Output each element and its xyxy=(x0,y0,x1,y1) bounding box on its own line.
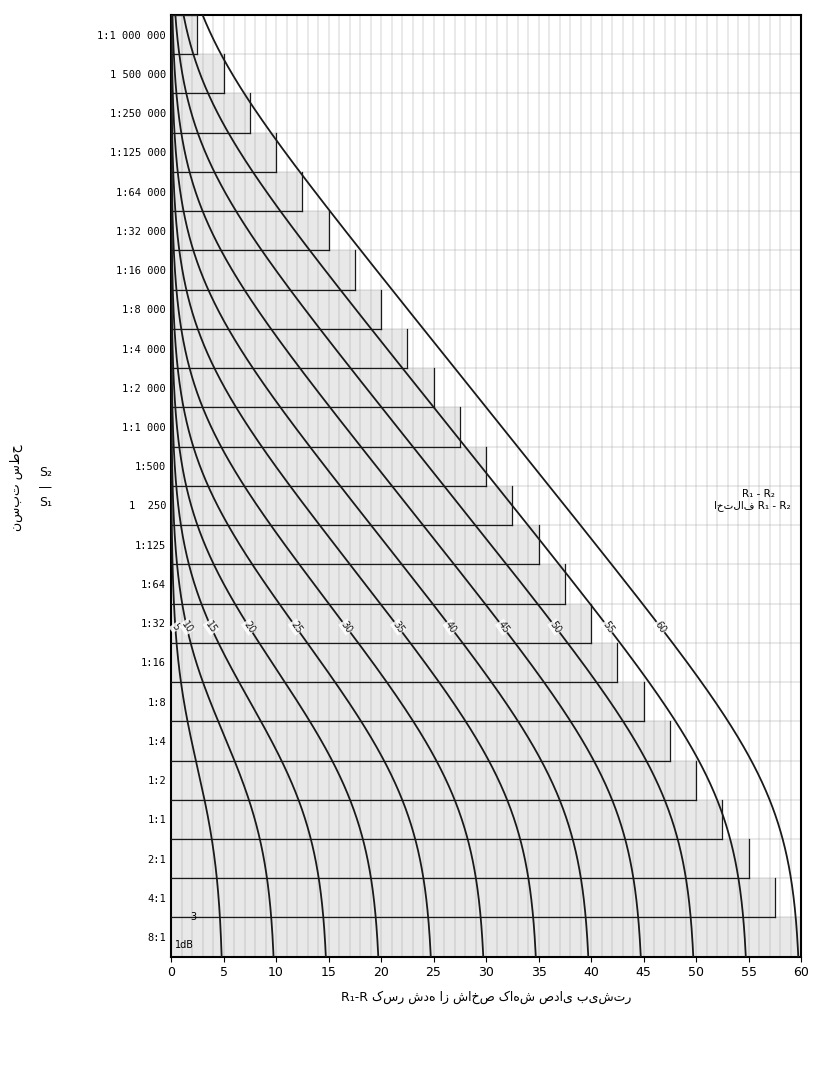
Bar xyxy=(171,721,670,761)
Text: 15: 15 xyxy=(204,619,218,635)
Bar xyxy=(171,250,355,289)
Text: 3: 3 xyxy=(190,913,196,922)
Text: 1dB: 1dB xyxy=(176,940,194,950)
Bar xyxy=(171,878,775,917)
Text: R₁ - R₂: R₁ - R₂ xyxy=(742,489,775,499)
Text: 35: 35 xyxy=(391,619,406,635)
Bar xyxy=(171,328,407,369)
Text: 40: 40 xyxy=(443,619,458,635)
Bar xyxy=(171,486,513,525)
Bar xyxy=(171,761,696,800)
Bar xyxy=(171,408,460,447)
Text: 5: 5 xyxy=(170,622,181,633)
Text: 20: 20 xyxy=(241,619,257,635)
Text: 55: 55 xyxy=(601,619,616,635)
Bar xyxy=(171,172,302,211)
Text: نسبت سطح: نسبت سطح xyxy=(10,444,23,531)
Text: 30: 30 xyxy=(339,619,354,635)
Bar xyxy=(171,839,748,878)
Bar xyxy=(171,682,644,721)
Bar xyxy=(171,447,486,486)
Text: 50: 50 xyxy=(548,619,563,635)
Bar xyxy=(171,132,276,172)
Bar xyxy=(171,93,250,132)
Text: 60: 60 xyxy=(653,619,668,635)
Text: 25: 25 xyxy=(288,619,303,635)
X-axis label: R₁-R کسر شده از شاخص کاهش صدای بیشتر: R₁-R کسر شده از شاخص کاهش صدای بیشتر xyxy=(341,991,631,1004)
Text: اختلاف R₁ - R₂: اختلاف R₁ - R₂ xyxy=(714,500,790,511)
Bar xyxy=(171,643,617,682)
Bar xyxy=(171,917,801,957)
Text: 45: 45 xyxy=(495,619,511,635)
Bar xyxy=(171,15,197,54)
Bar xyxy=(171,604,591,643)
Bar xyxy=(171,54,223,93)
Bar xyxy=(171,800,723,839)
Bar xyxy=(171,525,539,565)
Text: 10: 10 xyxy=(179,619,194,635)
Bar xyxy=(171,565,564,604)
Bar xyxy=(171,211,329,250)
Text: S₂
―
S₁: S₂ ― S₁ xyxy=(39,466,52,509)
Bar xyxy=(171,289,381,328)
Bar xyxy=(171,369,433,408)
